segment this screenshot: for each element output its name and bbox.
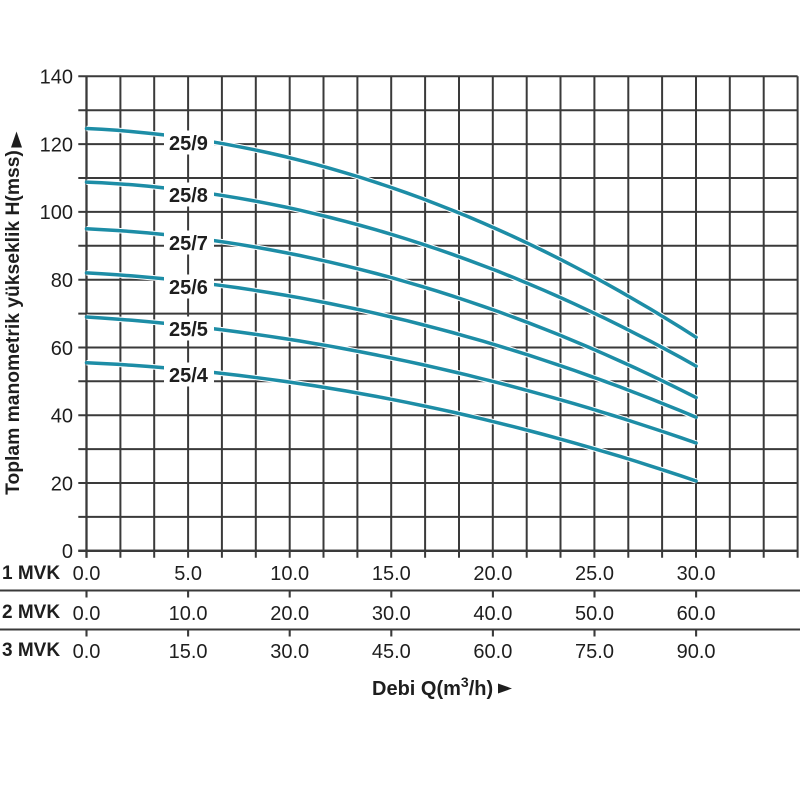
svg-text:30.0: 30.0 — [270, 641, 309, 663]
svg-text:20.0: 20.0 — [473, 563, 512, 585]
svg-text:5.0: 5.0 — [174, 563, 202, 585]
svg-text:50.0: 50.0 — [575, 603, 614, 625]
svg-text:80: 80 — [51, 270, 73, 292]
svg-text:0: 0 — [62, 541, 73, 563]
svg-text:20: 20 — [51, 473, 73, 495]
svg-text:30.0: 30.0 — [677, 563, 716, 585]
svg-text:2 MVK: 2 MVK — [2, 602, 60, 623]
svg-text:60.0: 60.0 — [677, 603, 716, 625]
svg-text:10.0: 10.0 — [270, 563, 309, 585]
svg-text:40: 40 — [51, 406, 73, 428]
svg-text:3 MVK: 3 MVK — [2, 640, 60, 661]
svg-text:15.0: 15.0 — [169, 641, 208, 663]
svg-text:25/7: 25/7 — [169, 233, 208, 255]
svg-text:90.0: 90.0 — [677, 641, 716, 663]
svg-text:15.0: 15.0 — [372, 563, 411, 585]
svg-text:120: 120 — [40, 134, 73, 156]
svg-text:60.0: 60.0 — [473, 641, 512, 663]
svg-text:25/9: 25/9 — [169, 133, 208, 155]
svg-text:Toplam manometrik yükseklik H(: Toplam manometrik yükseklik H(mss) — [3, 150, 24, 495]
svg-text:1 MVK: 1 MVK — [2, 563, 60, 584]
svg-text:140: 140 — [40, 67, 73, 89]
svg-text:75.0: 75.0 — [575, 641, 614, 663]
svg-text:40.0: 40.0 — [473, 603, 512, 625]
svg-text:20.0: 20.0 — [270, 603, 309, 625]
svg-text:60: 60 — [51, 338, 73, 360]
svg-text:25/5: 25/5 — [169, 319, 208, 341]
svg-text:10.0: 10.0 — [169, 603, 208, 625]
svg-text:25/8: 25/8 — [169, 185, 208, 207]
svg-text:Debi Q(m3/h): Debi Q(m3/h) — [372, 674, 493, 700]
svg-text:0.0: 0.0 — [73, 603, 101, 625]
svg-text:25/4: 25/4 — [169, 365, 209, 387]
svg-text:0.0: 0.0 — [73, 563, 101, 585]
svg-text:30.0: 30.0 — [372, 603, 411, 625]
svg-text:25.0: 25.0 — [575, 563, 614, 585]
svg-text:0.0: 0.0 — [73, 641, 101, 663]
svg-text:100: 100 — [40, 202, 73, 224]
svg-text:45.0: 45.0 — [372, 641, 411, 663]
svg-text:25/6: 25/6 — [169, 277, 208, 299]
